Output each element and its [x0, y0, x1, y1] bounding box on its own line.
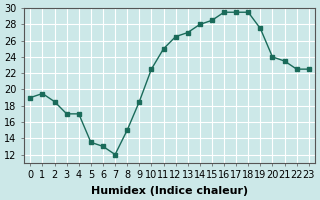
X-axis label: Humidex (Indice chaleur): Humidex (Indice chaleur)	[91, 186, 248, 196]
